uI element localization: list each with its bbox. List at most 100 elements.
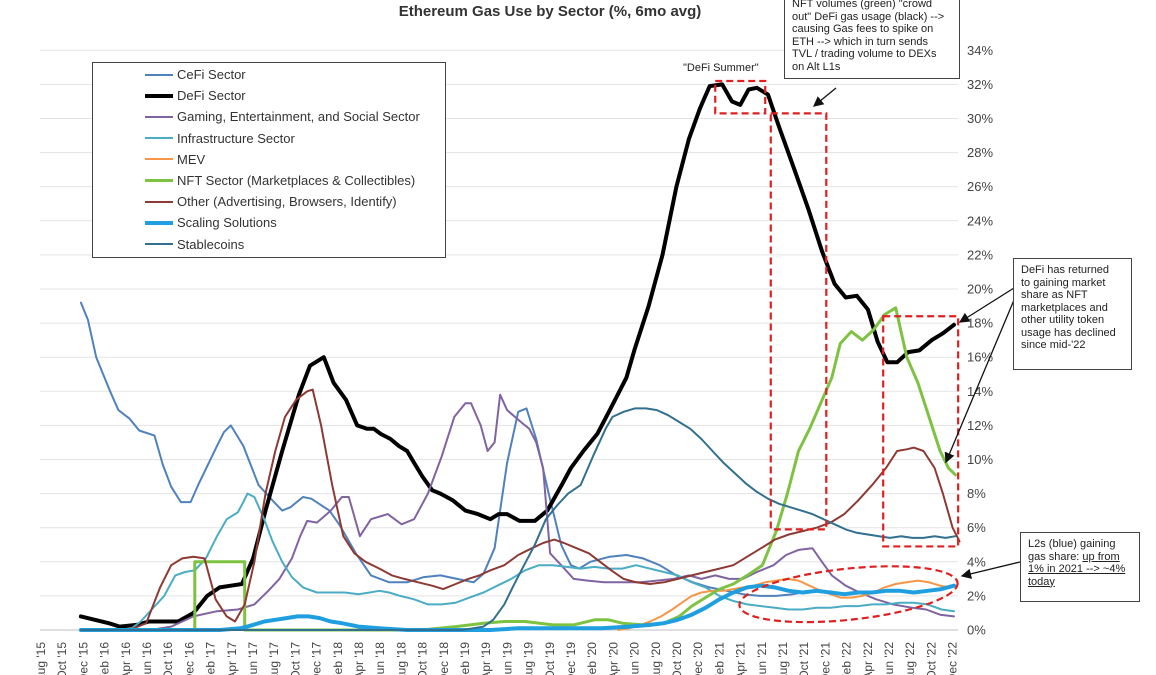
legend-swatch [145, 179, 173, 183]
x-tick-label: Oct '20 [670, 642, 684, 675]
legend-item: MEV [93, 149, 445, 170]
x-tick-label: Dec '16 [182, 642, 196, 675]
annotation-arrow [960, 561, 1021, 579]
defi-note-line: share as NFT [1021, 289, 1088, 301]
legend-label: Stablecoins [177, 236, 245, 252]
l2-note-text: L2s (blue) gaining gas share: [1028, 538, 1116, 563]
x-tick-label: Feb '16 [98, 642, 112, 675]
x-tick-label: Apr '18 [352, 642, 366, 675]
x-tick-label: Aug '20 [649, 642, 663, 675]
y-tick-label: 34% [967, 43, 993, 58]
legend-label: DeFi Sector [177, 88, 246, 104]
x-tick-label: Jun '21 [755, 642, 769, 675]
series-line-mev [617, 577, 953, 631]
x-tick-label: Aug '19 [522, 642, 536, 675]
y-tick-label: 16% [967, 350, 993, 365]
l2-gain-note: L2s (blue) gaining gas share: up from 1%… [1020, 532, 1140, 602]
x-tick-label: Jun '18 [373, 642, 387, 675]
x-tick-label: Oct '21 [797, 642, 811, 675]
chart-legend: CeFi Sector DeFi Sector Gaming, Entertainm… [92, 62, 446, 258]
annotation-arrow [958, 287, 1015, 323]
x-tick-label: Feb '21 [712, 642, 726, 675]
nft-note-line: ETH --> which in turn sends [792, 35, 929, 48]
nft-note-line: causing Gas fees to spike on [792, 23, 934, 35]
x-tick-label: Oct '17 [288, 642, 302, 675]
x-tick-label: Aug '21 [776, 642, 790, 675]
defi-note-line: DeFi has returned [1021, 264, 1110, 276]
x-tick-label: Apr '19 [479, 642, 493, 675]
annotation-arrow [812, 87, 837, 107]
legend-swatch [145, 115, 173, 118]
legend-item: DeFi Sector [93, 85, 445, 106]
chart-title: Ethereum Gas Use by Sector (%, 6mo avg) [398, 3, 702, 20]
legend-item: Infrastructure Sector [93, 128, 445, 149]
defi-note-line: marketplaces and [1021, 301, 1108, 314]
nft-note-line: out" DeFi gas usage (black) --> [792, 10, 945, 23]
defi-return-note: DeFi has returned to gaining market shar… [1013, 258, 1132, 370]
series-line-infrastructure-sector [79, 492, 955, 631]
x-tick-label: Dec '17 [310, 642, 324, 675]
x-tick-label: Apr '20 [606, 642, 620, 675]
x-tick-label: Dec '20 [691, 642, 705, 675]
series-line-defi-sector [78, 82, 956, 629]
x-tick-label: Jun '20 [628, 642, 642, 675]
defi-note-line: to gaining market [1021, 276, 1106, 289]
x-tick-label: Dec '21 [818, 642, 832, 675]
series-line-gaming-entertainment-and-social-sector [79, 393, 955, 631]
y-tick-label: 14% [967, 384, 993, 399]
legend-swatch [145, 243, 173, 246]
x-tick-label: Dec '18 [437, 642, 451, 675]
x-tick-label: Aug '22 [903, 642, 917, 675]
x-tick-label: Apr '17 [225, 642, 239, 675]
x-tick-label: Aug '18 [394, 642, 408, 675]
highlight-box [769, 112, 828, 531]
series-lines [78, 82, 961, 632]
y-tick-label: 28% [967, 145, 993, 160]
y-tick-label: 10% [967, 452, 993, 467]
x-tick-label: Feb '22 [840, 642, 854, 675]
x-tick-label: Feb '20 [585, 642, 599, 675]
y-tick-label: 18% [967, 316, 993, 331]
x-tick-label: Feb '18 [331, 642, 345, 675]
y-tick-label: 4% [967, 554, 986, 569]
y-tick-label: 8% [967, 486, 986, 501]
y-tick-label: 22% [967, 247, 993, 262]
legend-swatch [145, 93, 173, 98]
legend-swatch [145, 158, 173, 161]
nft-note-line: TVL / trading volume to DEXs [792, 48, 937, 60]
x-tick-label: Dec '15 [76, 642, 90, 675]
legend-item: Scaling Solutions [93, 212, 445, 233]
annotation-arrow [944, 299, 1015, 464]
legend-swatch [145, 200, 173, 203]
y-tick-label: 12% [967, 418, 993, 433]
x-tick-label: Jun '19 [500, 642, 514, 675]
y-tick-label: 6% [967, 520, 986, 535]
y-tick-label: 32% [967, 77, 993, 92]
legend-swatch [145, 137, 173, 140]
l2-note-underlined: up from 1% in 2021 --> ~4% today [1028, 550, 1126, 588]
x-tick-label: Apr '22 [861, 642, 875, 675]
legend-label: MEV [177, 151, 206, 167]
series-line-stablecoins [79, 407, 957, 631]
legend-label: Gaming, Entertainment, and Social Sector [177, 109, 420, 125]
x-tick-label: Apr '16 [119, 642, 133, 675]
x-tick-label: Oct '16 [161, 642, 175, 675]
legend-swatch [145, 220, 173, 225]
y-tick-label: 2% [967, 588, 986, 603]
nft-note-line: on Alt L1s [792, 60, 841, 73]
x-tick-label: Oct '15 [55, 642, 69, 675]
y-tick-label: 26% [967, 179, 993, 194]
legend-label: NFT Sector (Marketplaces & Collectibles) [177, 173, 416, 189]
x-axis: Aug '15 Oct '15 Dec '15 Feb '16 Apr '16 Jun '… [34, 642, 960, 675]
highlight-box [714, 79, 767, 115]
x-tick-label: Feb '17 [204, 642, 218, 675]
x-tick-label: Apr '21 [734, 642, 748, 675]
defi-note-line: other utility token [1021, 314, 1105, 326]
legend-label: Infrastructure Sector [177, 130, 295, 146]
y-axis: 0% 2% 4% 6% 8% 10% 12% 14% 16% 18% 20% 22% 24% 26% 28%… [967, 43, 993, 638]
legend-item: Stablecoins [93, 234, 445, 255]
highlight-ellipse [738, 565, 959, 624]
nft-crowd-out-note: NFT volumes (green) "crowd out" DeFi gas… [784, 0, 960, 79]
x-tick-label: Aug '17 [267, 642, 281, 675]
legend-item: Gaming, Entertainment, and Social Sector [93, 106, 445, 127]
